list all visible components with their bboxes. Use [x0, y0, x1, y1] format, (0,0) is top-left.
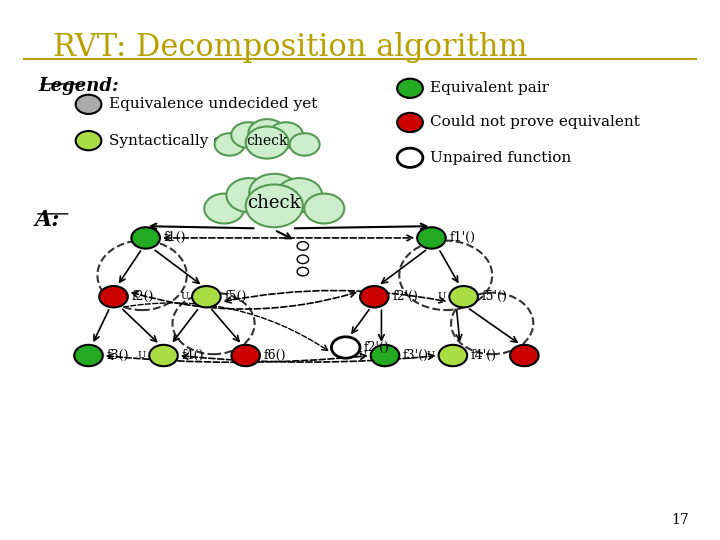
Circle shape: [297, 242, 309, 250]
Circle shape: [231, 345, 260, 366]
Circle shape: [305, 193, 344, 224]
Circle shape: [449, 286, 478, 307]
Text: U: U: [138, 351, 145, 360]
Circle shape: [297, 255, 309, 264]
Circle shape: [76, 94, 102, 114]
Text: f1'(): f1'(): [449, 232, 475, 245]
Circle shape: [246, 185, 303, 227]
Circle shape: [276, 178, 322, 212]
Text: Legend:: Legend:: [38, 77, 119, 94]
Text: f3'(): f3'(): [403, 349, 429, 362]
Text: RVT: Decomposition algorithm: RVT: Decomposition algorithm: [53, 32, 527, 63]
Text: Equivalent pair: Equivalent pair: [430, 82, 549, 95]
Text: U: U: [438, 292, 446, 301]
Circle shape: [397, 113, 423, 132]
Circle shape: [438, 345, 467, 366]
Circle shape: [249, 174, 300, 211]
Circle shape: [192, 286, 221, 307]
Circle shape: [204, 193, 244, 224]
Circle shape: [297, 267, 309, 276]
Text: f6(): f6(): [264, 349, 286, 362]
Circle shape: [360, 286, 389, 307]
Text: A:: A:: [35, 208, 60, 231]
Text: f2'(): f2'(): [364, 341, 390, 354]
Text: Could not prove equivalent: Could not prove equivalent: [430, 116, 640, 130]
Text: U: U: [427, 351, 435, 360]
Circle shape: [269, 122, 303, 148]
Circle shape: [248, 119, 286, 147]
Circle shape: [131, 227, 160, 248]
Circle shape: [397, 148, 423, 167]
Circle shape: [215, 133, 245, 156]
Text: Syntactically equiv...: Syntactically equiv...: [109, 134, 267, 147]
Text: f3(): f3(): [107, 349, 129, 362]
Text: f2'(): f2'(): [392, 290, 418, 303]
Text: Unpaired function: Unpaired function: [430, 151, 571, 165]
Circle shape: [397, 79, 423, 98]
Circle shape: [99, 286, 128, 307]
Circle shape: [510, 345, 539, 366]
Text: f5(): f5(): [224, 290, 247, 303]
Text: check: check: [246, 134, 288, 147]
Text: f5'(): f5'(): [482, 290, 508, 303]
Text: 17: 17: [671, 512, 688, 526]
Text: check: check: [248, 194, 301, 212]
Circle shape: [76, 131, 102, 150]
Text: f1(): f1(): [163, 232, 186, 245]
Text: f2(): f2(): [131, 290, 154, 303]
Circle shape: [231, 122, 266, 148]
Text: U: U: [359, 351, 367, 360]
Circle shape: [226, 178, 272, 212]
Text: f4'(): f4'(): [471, 349, 497, 362]
Circle shape: [149, 345, 178, 366]
Circle shape: [74, 345, 103, 366]
Circle shape: [331, 337, 360, 358]
Text: Equivalence undecided yet: Equivalence undecided yet: [109, 97, 317, 111]
Circle shape: [246, 126, 289, 159]
Text: U: U: [180, 292, 189, 301]
Circle shape: [371, 345, 400, 366]
Circle shape: [289, 133, 320, 156]
Text: f4(): f4(): [181, 349, 204, 362]
Circle shape: [417, 227, 446, 248]
